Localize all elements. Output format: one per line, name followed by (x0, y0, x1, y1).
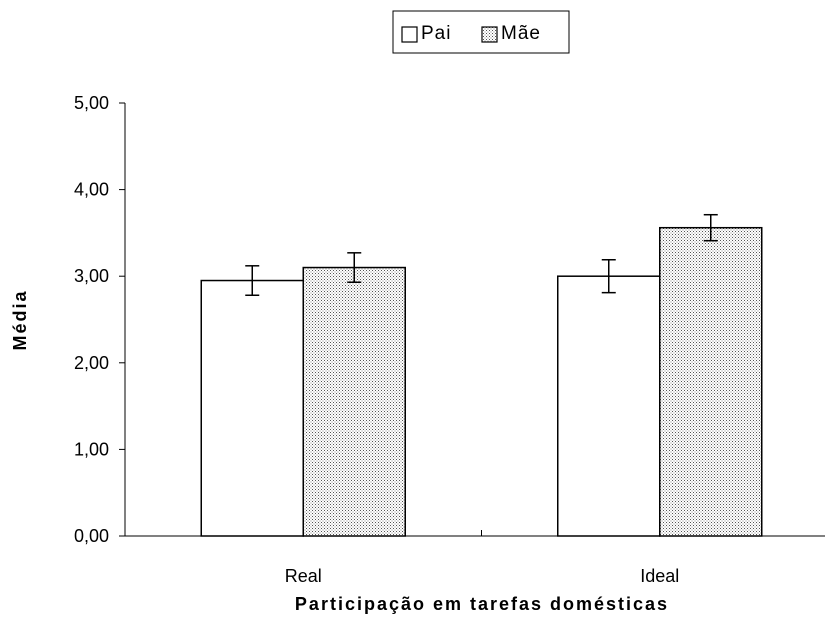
y-ticks: 0,00 1,00 2,00 3,00 4,00 5,00 (74, 93, 125, 546)
y-tick-label: 3,00 (74, 266, 109, 286)
x-tick-label: Real (285, 566, 322, 586)
bar-pai-real (200, 279, 304, 537)
bars (200, 226, 763, 537)
legend-label-mae: Mãe (501, 23, 541, 44)
x-axis-title: Participação em tarefas domésticas (295, 594, 669, 614)
legend-swatch-mae (481, 26, 498, 43)
x-ticks: Real Ideal (285, 530, 679, 586)
y-tick-label: 5,00 (74, 93, 109, 113)
y-axis-title: Média (10, 289, 30, 350)
bar-mae-real (302, 266, 406, 537)
x-tick-label: Ideal (640, 566, 679, 586)
y-tick-label: 0,00 (74, 526, 109, 546)
y-tick-label: 4,00 (74, 180, 109, 200)
bar-mae-ideal (659, 226, 763, 537)
legend: Pai Mãe (392, 10, 570, 54)
y-tick-label: 1,00 (74, 439, 109, 459)
bar-pai-ideal (557, 275, 661, 537)
legend-swatch-pai (401, 26, 418, 43)
error-bars (245, 213, 718, 297)
legend-label-pai: Pai (421, 23, 451, 44)
legend-box (392, 10, 570, 54)
y-tick-label: 2,00 (74, 353, 109, 373)
